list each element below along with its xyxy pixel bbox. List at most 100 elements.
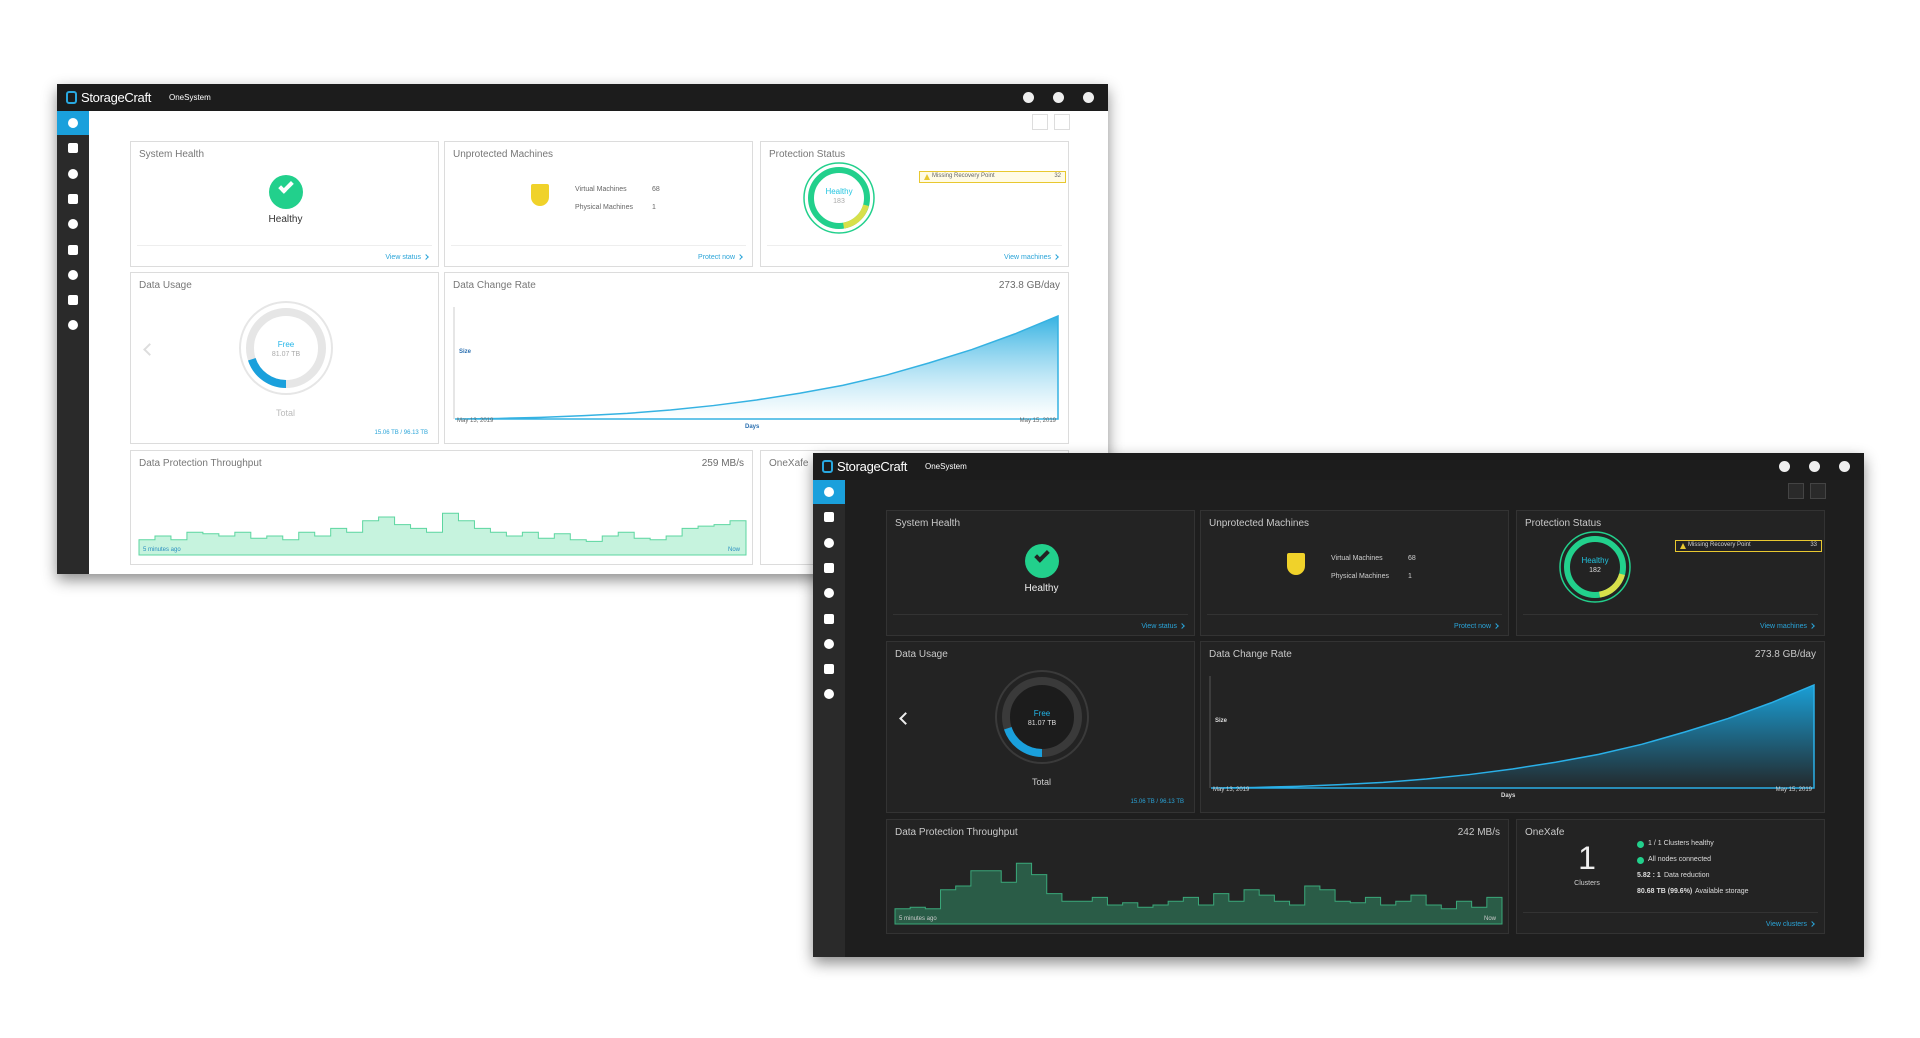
panel-link[interactable]: View status [1141,623,1184,630]
nav-icon[interactable] [68,143,78,154]
throughput-area [138,512,747,556]
nav-icon[interactable] [824,638,834,649]
health-icon [269,175,303,209]
donut-outer [239,301,333,395]
health-status: Healthy [1024,583,1059,594]
header: StorageCraft OneSystem [813,453,1864,480]
throughput-chart [894,862,1503,925]
health-status: Healthy [268,214,303,225]
protection-donut [803,162,875,234]
prev-arrow[interactable] [899,712,912,725]
shield-icon [531,184,549,206]
shield-icon [1287,553,1305,575]
nav-icon[interactable] [824,512,834,523]
start-date: May 13, 2019 [457,418,494,424]
protection-count: 182 [1589,567,1601,574]
header-button[interactable] [1839,461,1850,472]
nav-icon[interactable] [68,244,78,255]
change-rate-area [454,314,1059,420]
nav-icon[interactable] [68,269,78,280]
machine-count: 1 [652,204,656,211]
nav-icon[interactable] [68,118,78,128]
nav-icon[interactable] [68,219,78,230]
usage-donut [239,301,333,395]
nav-icon[interactable] [68,193,78,204]
throughput-value: 242 MB/s [1457,827,1500,838]
tool-button[interactable] [1788,483,1804,499]
donut-ring [808,167,870,229]
cluster-count: 1 [1578,840,1596,876]
tool-button[interactable] [1054,114,1070,130]
nav-icon[interactable] [824,537,834,548]
nav-icon[interactable] [824,689,834,700]
panel-title: Data Usage [139,280,192,291]
end-label: Now [727,547,740,553]
panel-link[interactable]: View machines [1760,623,1814,630]
free-value: 81.07 TB [271,351,301,358]
panel-link[interactable]: View status [385,254,428,261]
divider [1523,912,1818,913]
panel-title: Data Protection Throughput [139,458,262,469]
start-label: 5 minutes ago [143,547,181,553]
end-date: May 15, 2019 [1019,418,1056,424]
machine-label: Virtual Machines [575,186,627,193]
nav-icon[interactable] [68,295,78,306]
donut-warning [1564,536,1626,598]
panel-link[interactable]: Protect now [698,254,742,261]
header-button[interactable] [1809,461,1820,472]
data-usage-panel: Data Usage Free 81.07 TB Total 15.06 TB / 96… [130,272,439,444]
donut-warning [808,167,870,229]
start-label: 5 minutes ago [899,916,937,922]
usage-value: 15.06 TB / 96.13 TB [1130,799,1184,805]
panel-link[interactable]: View machines [1004,254,1058,261]
header-button[interactable] [1083,92,1094,103]
check-icon [1637,857,1644,864]
data-usage-panel: Data Usage Free 81.07 TB Total 15.06 TB / 96… [886,641,1195,813]
alert-icon [924,174,930,180]
stat-value: 5.82 : 1 [1637,872,1661,879]
panel-title: System Health [139,149,205,160]
nav-icon[interactable] [824,613,834,624]
header-button[interactable] [1779,461,1790,472]
change-rate-chart [1209,676,1815,789]
nav-icon[interactable] [824,562,834,573]
header-button[interactable] [1023,92,1034,103]
panel-link[interactable]: View clusters [1766,921,1814,928]
total-label: Total [1031,777,1051,787]
divider [1207,614,1502,615]
machine-label: Physical Machines [575,204,633,211]
tool-button[interactable] [1032,114,1048,130]
change-rate-value: 273.8 GB/day [998,280,1060,291]
dashboard: StorageCraft OneSystem System Health Health… [813,453,1864,957]
alert-icon [1680,543,1686,549]
health-icon [1025,544,1059,578]
free-label: Free [1033,709,1051,718]
panel-title: OneXafe [769,458,809,469]
nav-icon[interactable] [824,588,834,599]
throughput-area [894,862,1503,925]
protection-panel: Protection Status Healthy 182 Missing Recov… [1516,510,1825,636]
divider [1523,614,1818,615]
nav-icon[interactable] [824,664,834,675]
panel-title: Unprotected Machines [453,149,554,160]
panel-title: Data Usage [895,649,948,660]
tool-button[interactable] [1810,483,1826,499]
stat-text: Data reduction [1664,872,1710,879]
panel-title: Data Change Rate [453,280,536,291]
change-rate-panel: Data Change Rate 273.8 GB/day Size May 13, … [1200,641,1825,813]
prev-arrow[interactable] [143,343,156,356]
brand: StorageCraft [81,90,152,105]
protection-status: Healthy [1581,556,1609,565]
change-rate-panel: Data Change Rate 273.8 GB/day Size May 13, … [444,272,1069,444]
header-button[interactable] [1053,92,1064,103]
alert-box: Missing Recovery Point 33 [1675,540,1822,552]
nav-icon[interactable] [68,320,78,331]
panel-link[interactable]: Protect now [1454,623,1498,630]
header: StorageCraft OneSystem [57,84,1108,111]
nav-icon[interactable] [824,487,834,497]
start-date: May 13, 2019 [1213,787,1250,793]
change-rate-area [1210,683,1815,789]
nav-icon[interactable] [68,168,78,179]
usage-donut [995,670,1089,764]
